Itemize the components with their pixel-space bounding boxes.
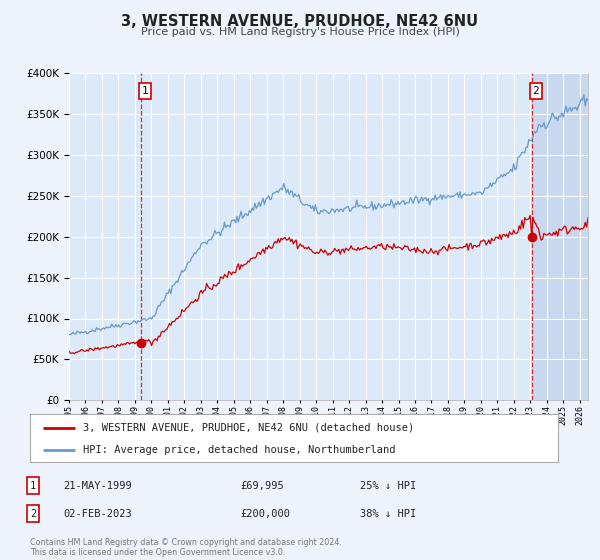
Text: 1: 1 [142,86,149,96]
Text: £69,995: £69,995 [240,480,284,491]
Text: HPI: Average price, detached house, Northumberland: HPI: Average price, detached house, Nort… [83,445,395,455]
Text: 25% ↓ HPI: 25% ↓ HPI [360,480,416,491]
Text: Contains HM Land Registry data © Crown copyright and database right 2024.
This d: Contains HM Land Registry data © Crown c… [30,538,342,557]
Text: 3, WESTERN AVENUE, PRUDHOE, NE42 6NU (detached house): 3, WESTERN AVENUE, PRUDHOE, NE42 6NU (de… [83,423,414,433]
Text: 38% ↓ HPI: 38% ↓ HPI [360,508,416,519]
Text: 21-MAY-1999: 21-MAY-1999 [63,480,132,491]
Text: 3, WESTERN AVENUE, PRUDHOE, NE42 6NU: 3, WESTERN AVENUE, PRUDHOE, NE42 6NU [121,14,479,29]
Text: £200,000: £200,000 [240,508,290,519]
Text: 2: 2 [30,508,36,519]
Text: Price paid vs. HM Land Registry's House Price Index (HPI): Price paid vs. HM Land Registry's House … [140,27,460,37]
Text: 1: 1 [30,480,36,491]
Text: 2: 2 [533,86,539,96]
Text: 02-FEB-2023: 02-FEB-2023 [63,508,132,519]
Bar [532,73,588,400]
